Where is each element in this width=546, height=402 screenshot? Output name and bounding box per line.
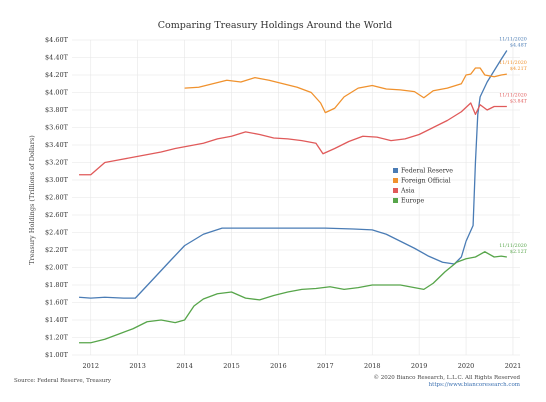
legend: Federal Reserve Foreign Official Asia Europ… bbox=[393, 168, 453, 205]
x-tick-label: 2014 bbox=[176, 362, 193, 370]
legend-swatch bbox=[393, 198, 398, 203]
y-tick-label: $2.20T bbox=[45, 246, 69, 254]
x-tick-label: 2012 bbox=[82, 362, 99, 370]
y-tick-label: $2.60T bbox=[45, 211, 69, 219]
chart-title: Comparing Treasury Holdings Around the W… bbox=[158, 20, 392, 31]
annotation-value: $2.12T bbox=[510, 249, 528, 255]
y-tick-label: $2.80T bbox=[45, 194, 69, 202]
y-tick-label: $1.00T bbox=[45, 351, 69, 359]
x-tick-label: 2018 bbox=[364, 362, 381, 370]
grid-lines bbox=[72, 39, 520, 356]
y-tick-label: $3.00T bbox=[45, 176, 69, 184]
x-tick-label: 2017 bbox=[317, 362, 334, 370]
annotation-value: $3.84T bbox=[510, 99, 528, 105]
y-tick-label: $1.40T bbox=[45, 316, 69, 324]
annotation-value: $4.21T bbox=[510, 66, 528, 72]
annotation-value: $4.48T bbox=[510, 43, 528, 49]
x-tick-label: 2019 bbox=[411, 362, 428, 370]
series-lines bbox=[78, 50, 508, 344]
copyright-block: © 2020 Bianco Research, L.L.C. All Right… bbox=[373, 375, 520, 389]
y-tick-label: $2.00T bbox=[45, 264, 69, 272]
y-tick-label: $4.60T bbox=[45, 36, 69, 44]
legend-label: Foreign Official bbox=[401, 178, 451, 185]
y-axis-label: Treasury Holdings (Trillions of Dollars) bbox=[28, 135, 36, 265]
x-tick-label: 2013 bbox=[129, 362, 146, 370]
legend-label: Europe bbox=[401, 198, 424, 205]
legend-swatch bbox=[393, 188, 398, 193]
annotation-date: 11/11/2020 bbox=[499, 37, 527, 43]
series-line-europe bbox=[79, 251, 507, 344]
legend-swatch bbox=[393, 178, 398, 183]
legend-label: Federal Reserve bbox=[401, 168, 453, 175]
axes: $1.00T $1.20T $1.40T $1.60T $1.80T $2.00T $2.2… bbox=[45, 36, 521, 370]
copyright-text: © 2020 Bianco Research, L.L.C. All Right… bbox=[373, 375, 520, 381]
y-tick-label: $4.20T bbox=[45, 71, 69, 79]
y-tick-label: $3.80T bbox=[45, 106, 69, 114]
x-tick-label: 2021 bbox=[505, 362, 522, 370]
series-line-asia bbox=[79, 102, 507, 176]
y-tick-label: $3.20T bbox=[45, 159, 69, 167]
y-tick-label: $3.40T bbox=[45, 141, 69, 149]
y-tick-label: $3.60T bbox=[45, 124, 69, 132]
x-tick-label: 2016 bbox=[270, 362, 287, 370]
x-tick-label: 2015 bbox=[223, 362, 240, 370]
series-line-federal-reserve bbox=[78, 50, 508, 299]
y-tick-label: $1.80T bbox=[45, 281, 69, 289]
y-tick-label: $2.40T bbox=[45, 229, 69, 237]
end-value-annotations: 11/11/2020$4.48T11/11/2020$4.21T11/11/20… bbox=[499, 37, 527, 256]
x-tick-label: 2020 bbox=[458, 362, 475, 370]
series-line-foreign-official bbox=[184, 67, 507, 114]
y-tick-label: $1.60T bbox=[45, 299, 69, 307]
source-url-link[interactable]: https://www.biancoresearch.com bbox=[428, 382, 520, 388]
y-tick-label: $4.00T bbox=[45, 89, 69, 97]
legend-label: Asia bbox=[400, 188, 415, 195]
annotation-date: 11/11/2020 bbox=[499, 243, 527, 249]
annotation-date: 11/11/2020 bbox=[499, 60, 527, 66]
y-tick-label: $1.20T bbox=[45, 334, 69, 342]
source-note: Source: Federal Reserve, Treasury bbox=[14, 378, 112, 384]
annotation-date: 11/11/2020 bbox=[499, 93, 527, 99]
y-tick-label: $4.40T bbox=[45, 54, 69, 62]
legend-swatch bbox=[393, 168, 398, 173]
